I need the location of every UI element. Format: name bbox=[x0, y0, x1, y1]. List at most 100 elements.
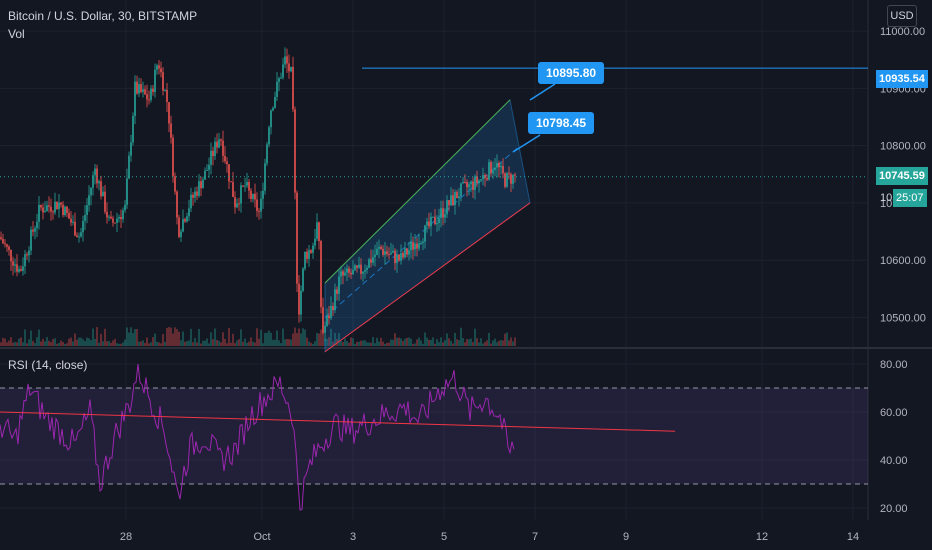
candle-body bbox=[50, 206, 52, 212]
volume-bar bbox=[512, 341, 514, 346]
volume-bar bbox=[238, 339, 240, 346]
candle-body bbox=[502, 165, 504, 174]
volume-bar bbox=[44, 341, 46, 346]
candle-body bbox=[358, 264, 360, 268]
callout-pointer-lower bbox=[512, 134, 541, 153]
candle-body bbox=[58, 202, 60, 210]
candle-body bbox=[194, 191, 196, 198]
price-label-partial: 10 bbox=[880, 192, 893, 204]
candle-body bbox=[250, 190, 252, 199]
candle-body bbox=[354, 265, 356, 270]
candle-body bbox=[44, 210, 46, 213]
candle-body bbox=[6, 244, 8, 247]
candle-body bbox=[204, 170, 206, 180]
candle-body bbox=[302, 268, 304, 291]
candle-body bbox=[30, 229, 32, 251]
price-tick-label: 11000.00 bbox=[880, 26, 925, 38]
volume-bar bbox=[110, 342, 112, 346]
candle-body bbox=[80, 232, 82, 237]
volume-bar bbox=[440, 337, 442, 346]
rsi-band-fill bbox=[0, 388, 868, 484]
volume-bar bbox=[474, 328, 476, 346]
volume-bar bbox=[52, 339, 54, 346]
candle-body bbox=[68, 212, 70, 219]
volume-bar bbox=[342, 341, 344, 346]
volume-bar bbox=[48, 340, 50, 346]
price-tick-label: 10600.00 bbox=[880, 255, 926, 267]
candle-body bbox=[448, 200, 450, 206]
volume-bar bbox=[274, 339, 276, 346]
volume-bar bbox=[138, 341, 140, 346]
rsi-tick-label: 40.00 bbox=[880, 455, 908, 467]
candle-body bbox=[414, 243, 416, 250]
candle-body bbox=[378, 246, 380, 249]
volume-bar bbox=[250, 337, 252, 346]
volume-bar bbox=[156, 341, 158, 346]
candle-body bbox=[348, 268, 350, 273]
volume-bar bbox=[96, 327, 98, 346]
candle-body bbox=[132, 116, 134, 143]
volume-bar bbox=[500, 340, 502, 346]
volume-bar bbox=[414, 343, 416, 346]
volume-bar bbox=[112, 340, 114, 346]
candle-body bbox=[322, 307, 324, 333]
candle-body bbox=[124, 204, 126, 211]
candle-body bbox=[246, 182, 248, 186]
candle-body bbox=[402, 253, 404, 258]
volume-bar bbox=[98, 342, 100, 346]
candle-body bbox=[434, 216, 436, 225]
volume-bar bbox=[140, 341, 142, 346]
volume-bar bbox=[324, 338, 326, 346]
volume-bar bbox=[286, 338, 288, 346]
candle-body bbox=[292, 66, 294, 110]
candle-body bbox=[380, 246, 382, 249]
candle-body bbox=[476, 176, 478, 184]
candle-body bbox=[200, 181, 202, 189]
parallel-channel[interactable] bbox=[324, 83, 556, 353]
candle-body bbox=[398, 254, 400, 261]
candle-body bbox=[404, 248, 406, 258]
candle-body bbox=[320, 241, 322, 308]
volume-bar bbox=[344, 338, 346, 346]
candle-body bbox=[496, 162, 498, 168]
candle-body bbox=[66, 206, 68, 213]
horizontal-lines[interactable] bbox=[0, 67, 868, 178]
candle-body bbox=[492, 170, 494, 174]
candle-body bbox=[298, 283, 300, 315]
currency-button[interactable]: USD bbox=[887, 5, 917, 27]
volume-bar bbox=[224, 338, 226, 346]
candle-body bbox=[2, 239, 4, 244]
candle-body bbox=[338, 276, 340, 294]
volume-bar bbox=[244, 338, 246, 346]
volume-bar bbox=[200, 343, 202, 346]
volume-bar bbox=[356, 341, 358, 346]
candle-body bbox=[96, 168, 98, 184]
candle-body bbox=[386, 251, 388, 255]
volume-bar bbox=[198, 328, 200, 346]
candle-body bbox=[48, 205, 50, 207]
candle-body bbox=[152, 88, 154, 93]
candle-body bbox=[310, 250, 312, 253]
volume-bar bbox=[298, 328, 300, 346]
volume-bar bbox=[280, 343, 282, 346]
candle-body bbox=[130, 142, 132, 156]
candle-body bbox=[408, 250, 410, 255]
candle-body bbox=[172, 137, 174, 177]
callout-lower[interactable]: 10798.45 bbox=[528, 112, 595, 134]
volume-bar bbox=[310, 342, 312, 346]
candle-body bbox=[54, 201, 56, 213]
countdown-tag: 25:07 bbox=[893, 189, 927, 207]
volume-bar bbox=[0, 342, 2, 346]
volume-bar bbox=[88, 338, 90, 346]
volume-bar bbox=[390, 339, 392, 346]
candle-body bbox=[56, 201, 58, 210]
callout-upper[interactable]: 10895.80 bbox=[538, 62, 605, 84]
candle-body bbox=[84, 215, 86, 221]
volume-bar bbox=[240, 329, 242, 346]
horizontal-line-price-tag: 10935.54 bbox=[876, 70, 928, 88]
candle-body bbox=[184, 219, 186, 222]
candle-body bbox=[270, 110, 272, 128]
volume-bar bbox=[108, 341, 110, 346]
volume-bar bbox=[120, 343, 122, 346]
